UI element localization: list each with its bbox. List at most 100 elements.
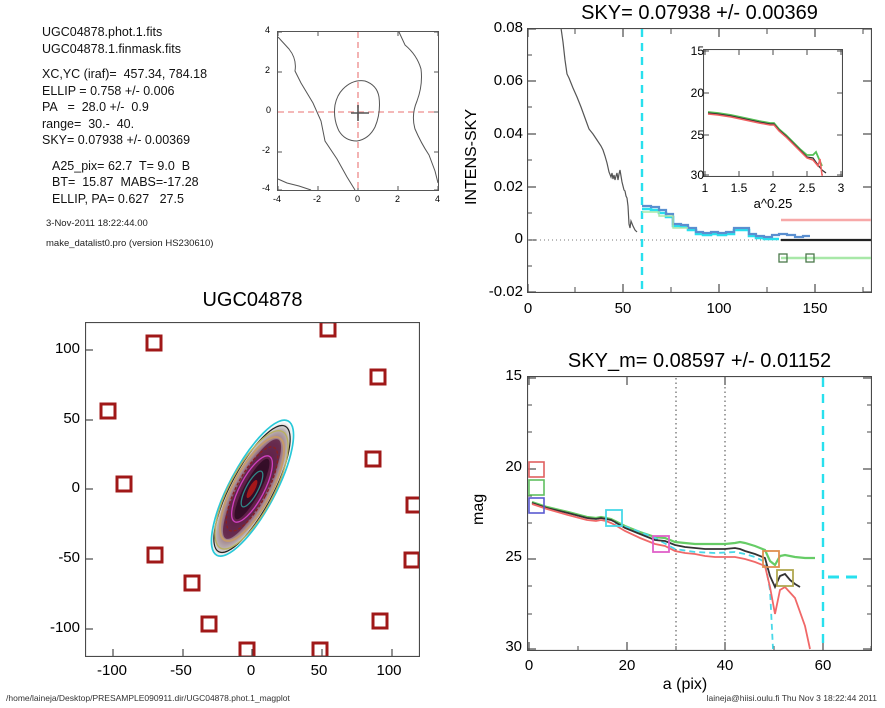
- mag-xtick-0: 0: [524, 657, 534, 674]
- run-timestamp: 3-Nov-2011 18:22:44.00: [46, 218, 148, 229]
- mask-box-4: [99, 402, 117, 420]
- mag-plot-title: SKY_m= 0.08597 +/- 0.01152: [567, 350, 832, 372]
- center-contour-panel: 4 2 0 -2 -4 -4 -2 0 2 4: [262, 25, 440, 204]
- mag-plot-yticks: [527, 377, 872, 650]
- legend-marker-blue: [528, 497, 545, 514]
- mag-ytick-20: 20: [505, 458, 522, 475]
- contour-ytick-0: -4: [262, 183, 271, 193]
- mag-plot-yminor: [527, 404, 872, 615]
- galaxy-image-ticks: [85, 349, 393, 657]
- profile-marker-orange: [762, 550, 780, 568]
- position-angle-value: PA = 28.0 +/- 0.9: [42, 100, 149, 114]
- contour-level-left: [277, 36, 356, 191]
- contour-olive: [214, 430, 289, 550]
- contour-level-inner: [334, 80, 380, 142]
- mag-ytick-15: 15: [505, 367, 522, 384]
- contour-level-corner: [277, 178, 312, 191]
- sky-value: SKY= 0.07938 +/- 0.00369: [42, 133, 191, 147]
- galaxy-xtick-100: 100: [376, 662, 402, 679]
- inset-xtick-1.5: 1.5: [730, 181, 748, 195]
- mask-box-12: [371, 612, 389, 630]
- sky-residual-plot: [526, 27, 873, 298]
- galaxy-image-title: UGC04878: [202, 289, 303, 311]
- sky-ytick-0.00: 0: [514, 230, 523, 247]
- contour-xtick-3: 2: [395, 194, 401, 204]
- bt-mabs-values: BT= 15.87 MABS=-17.28: [52, 175, 199, 189]
- bright-sources: [98, 353, 409, 619]
- inset-ytick-20: 20: [690, 86, 704, 100]
- contour-ytick-4: 4: [265, 25, 271, 35]
- a25-and-type: A25_pix= 62.7 T= 9.0 B: [52, 158, 191, 173]
- mag-black-curve: [531, 502, 801, 590]
- galaxy-xtick-0: 0: [246, 662, 256, 679]
- inset-ytick-25: 25: [690, 128, 704, 142]
- contour-magenta: [231, 455, 273, 523]
- sky-ytick-0.06: 0.06: [493, 72, 523, 89]
- contour-darkred: [225, 446, 279, 532]
- contour-teal-inner: [240, 470, 264, 508]
- galaxy-xtick--100: -100: [96, 662, 128, 679]
- inset-xlabel: a^0.25: [753, 196, 793, 211]
- input-file-name: UGC04878.phot.1.fits: [42, 25, 163, 39]
- contour-tan: [219, 436, 285, 542]
- sky-xtick-100: 100: [706, 300, 732, 317]
- contour-xtick-1: -2: [313, 194, 322, 204]
- inset-xtick-2.5: 2.5: [798, 181, 816, 195]
- center-cross-icon: [351, 105, 369, 121]
- mag-red-curve: [531, 503, 811, 650]
- galaxy-body: [211, 421, 293, 557]
- inset-ticks: [703, 49, 843, 177]
- contour-xtick-2: 0: [355, 194, 361, 204]
- profile-marker-magenta: [652, 535, 670, 553]
- galaxy-ytick--100: -100: [49, 619, 80, 636]
- ellip-pa-catalog: ELLIP, PA= 0.627 27.5: [52, 191, 184, 206]
- sky-binned-blue-steps: [642, 204, 810, 239]
- sky-xtick-50: 50: [614, 300, 632, 317]
- center-coords: XC,YC (iraf)= 457.34, 784.18: [42, 67, 208, 81]
- sky-profile-curve: [560, 27, 638, 233]
- galaxy-xtick--50: -50: [170, 662, 192, 679]
- inset-green-curve: [707, 111, 823, 167]
- contour-xtick-0: -4: [273, 194, 282, 204]
- program-version: make_datalist0.pro (version HS230610): [46, 237, 214, 249]
- mask-file-name: UGC04878.1.finmask.fits: [42, 41, 181, 56]
- contour-svg: [277, 31, 439, 191]
- run-info-block: UGC04878.phot.1.fits UGC04878.1.finmask.…: [42, 24, 277, 250]
- galaxy-ytick-50: 50: [63, 410, 80, 427]
- mag-xtick-40: 40: [716, 657, 734, 674]
- galaxy-image-svg: [84, 320, 423, 659]
- sky-plot-title: SKY= 0.07938 +/- 0.00369: [581, 2, 818, 24]
- mask-box-8: [146, 546, 164, 564]
- sky-xtick-150: 150: [802, 300, 828, 317]
- galaxy-ytick-100: 100: [54, 340, 80, 357]
- inset-frame: [702, 48, 844, 178]
- profile-marker-olive: [776, 569, 794, 587]
- galaxy-ytick--50: -50: [58, 549, 80, 566]
- mag-plot-ylabel: mag: [470, 493, 487, 525]
- galaxy-xtick-50: 50: [310, 662, 328, 679]
- ellipticity-value: ELLIP = 0.758 +/- 0.006: [42, 83, 175, 98]
- sky-ytick-0.08: 0.08: [493, 19, 523, 36]
- mag-plot-xlabel: a (pix): [662, 676, 708, 693]
- inset-ytick-30: 30: [690, 168, 704, 182]
- legend-marker-red: [528, 461, 545, 478]
- galaxy-ytick-0: 0: [71, 479, 80, 496]
- mask-box-6: [115, 475, 133, 493]
- mask-box-10: [183, 574, 201, 592]
- output-file-path: /home/laineja/Desktop/PRESAMPLE090911.di…: [6, 693, 290, 703]
- sky-binned-green-steps: [642, 211, 688, 229]
- mag-xtick-20: 20: [618, 657, 636, 674]
- sky-plot-xminor: [574, 28, 864, 293]
- sky-ytick--0.02: -0.02: [488, 283, 523, 300]
- inset-xtick-1.0: 1: [701, 181, 709, 195]
- mask-box-1: [145, 334, 163, 352]
- galaxy-image-panel: [84, 320, 423, 662]
- magnitude-profile-plot: [526, 375, 873, 656]
- inset-red-curve: [707, 113, 823, 176]
- sky-binned-cyan-steps: [642, 207, 779, 241]
- user-host-timestamp: laineja@hiisi.oulu.fi Thu Nov 3 18:22:44…: [706, 693, 877, 703]
- mask-box-3: [369, 368, 387, 386]
- sky-ytick-0.04: 0.04: [493, 125, 523, 142]
- sky-ytick-0.02: 0.02: [493, 178, 523, 195]
- sky-xtick-0: 0: [523, 300, 533, 317]
